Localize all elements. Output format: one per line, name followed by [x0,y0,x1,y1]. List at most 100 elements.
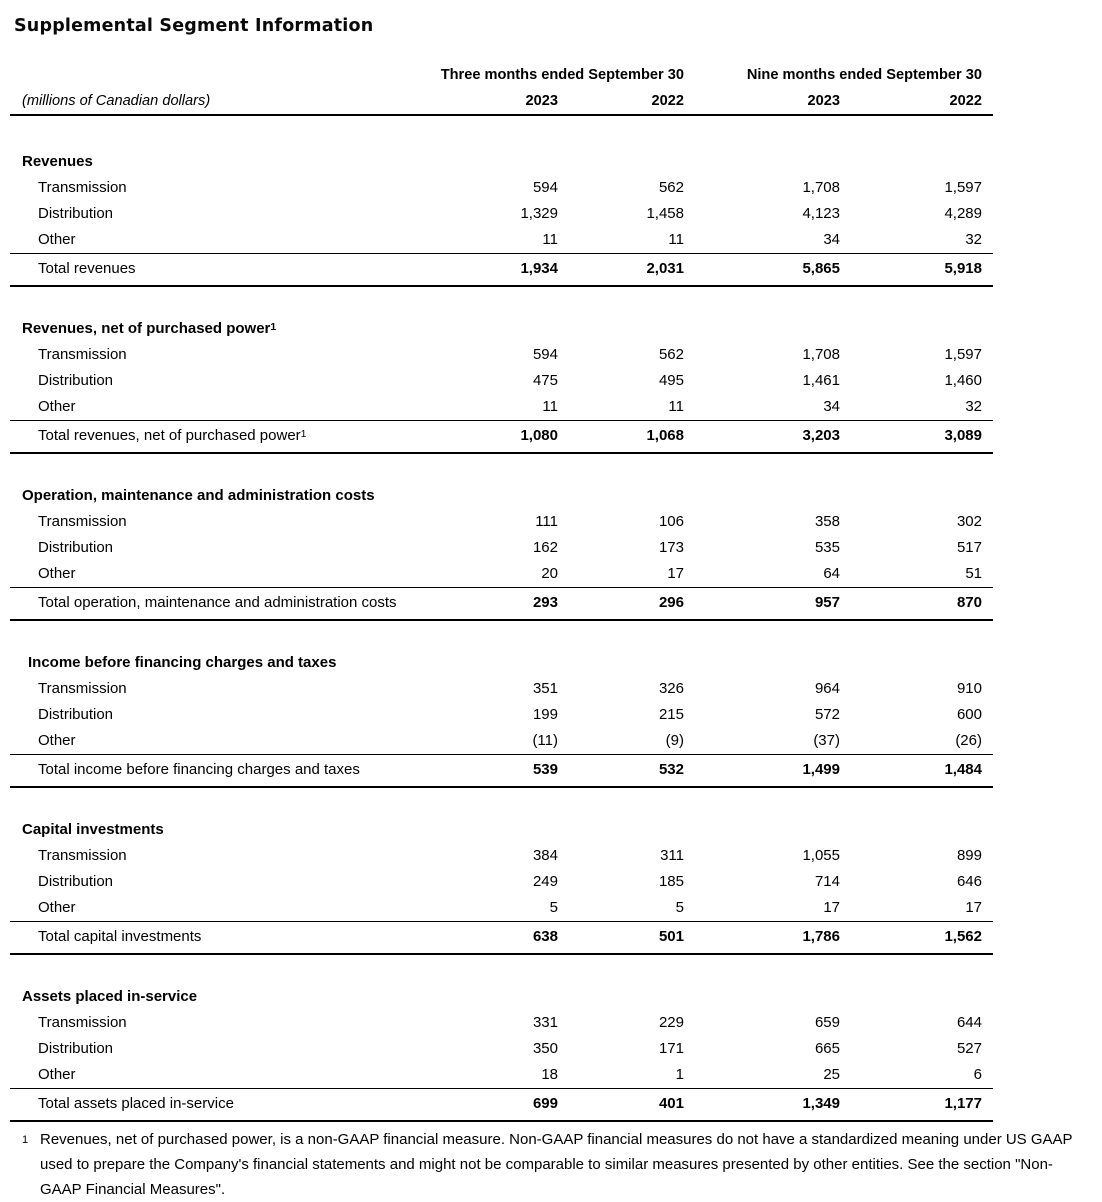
row-label: Distribution [38,205,114,222]
value-cell: 594 [532,346,558,363]
total-value-cell: 3,203 [802,427,840,444]
footnote-text: Revenues, net of purchased power, is a n… [40,1131,1073,1198]
total-value-cell: 5,865 [802,260,840,277]
row-label: Transmission [38,1014,127,1031]
value-cell: 475 [532,372,558,389]
value-cell: 527 [956,1040,982,1057]
total-value-cell: 5,918 [944,260,982,277]
value-cell: 11 [542,398,558,415]
total-value-cell: 1,499 [802,761,840,778]
row-label: Transmission [38,847,127,864]
value-cell: 34 [823,398,840,415]
table-row: Transmission 331 229 659 644 [10,1010,993,1036]
total-label: Total revenues, net of purchased power1 [38,427,307,444]
value-cell: 384 [532,847,558,864]
footnote-marker: 1 [22,1134,29,1146]
table-section: Income before financing charges and taxe… [10,649,993,788]
table-row: Distribution 1,329 1,458 4,123 4,289 [10,201,993,227]
value-cell: 18 [541,1066,558,1083]
table-section: Revenues Transmission 594 562 1,708 1,597 Dist… [10,148,993,287]
total-row: Total assets placed in-service 699 401 1,34… [10,1088,993,1122]
table-row: Other 11 11 34 32 [10,227,993,253]
value-cell: 302 [956,513,982,530]
value-cell: 1,597 [944,179,982,196]
value-cell: 162 [532,539,558,556]
footnote-reference: 1 [300,428,307,440]
row-label: Other [38,565,76,582]
section-heading: Revenues, net of purchased power1 [22,320,277,337]
value-cell: 171 [658,1040,684,1057]
value-cell: 659 [814,1014,840,1031]
row-label: Transmission [38,513,127,530]
section-heading: Operation, maintenance and administratio… [22,487,375,504]
row-label: Other [38,899,76,916]
table-row: Transmission 351 326 964 910 [10,676,993,702]
row-label: Distribution [38,873,114,890]
row-label: Transmission [38,179,127,196]
section-heading: Capital investments [22,821,164,838]
value-cell: 1,708 [802,346,840,363]
year-column-2023-q3: 2023 [525,93,558,109]
value-cell: 1,055 [802,847,840,864]
row-label: Distribution [38,706,114,723]
value-cell: 646 [956,873,982,890]
value-cell: 17 [823,899,840,916]
table-section: Operation, maintenance and administratio… [10,482,993,621]
table-row: Transmission 594 562 1,708 1,597 [10,175,993,201]
value-cell: 4,289 [944,205,982,222]
section-heading: Assets placed in-service [22,988,198,1005]
value-cell: 714 [814,873,840,890]
table-row: Distribution 162 173 535 517 [10,535,993,561]
row-label: Distribution [38,539,114,556]
value-cell: 351 [532,680,558,697]
table-row: Other 5 5 17 17 [10,895,993,921]
total-value-cell: 1,080 [520,427,558,444]
value-cell: (26) [955,732,982,749]
value-cell: 1,458 [646,205,684,222]
table-section: Capital investments Transmission 384 311 1,0… [10,816,993,955]
table-section: Revenues, net of purchased power1 Transmi… [10,315,993,454]
value-cell: 11 [542,231,558,248]
page-title: Supplemental Segment Information [14,16,374,36]
value-cell: 326 [658,680,684,697]
table-row: Distribution 199 215 572 600 [10,702,993,728]
value-cell: 64 [823,565,840,582]
footnote-reference: 1 [270,321,277,333]
value-cell: 964 [814,680,840,697]
table-section: Assets placed in-service Transmission 331 2… [10,983,993,1122]
value-cell: 535 [814,539,840,556]
total-value-cell: 293 [532,594,558,611]
value-cell: 32 [965,398,982,415]
value-cell: 1,460 [944,372,982,389]
total-value-cell: 870 [956,594,982,611]
total-value-cell: 1,177 [944,1095,982,1112]
row-label: Distribution [38,372,114,389]
table-row: Other 11 11 34 32 [10,394,993,420]
total-row: Total revenues 1,934 2,031 5,865 5,918 [10,253,993,287]
total-value-cell: 501 [658,928,684,945]
total-value-cell: 957 [814,594,840,611]
value-cell: 644 [956,1014,982,1031]
value-cell: 199 [532,706,558,723]
column-group-header-row: Three months ended September 30 Nine mon… [10,62,993,88]
value-cell: 665 [814,1040,840,1057]
value-cell: 215 [658,706,684,723]
value-cell: 910 [956,680,982,697]
total-value-cell: 1,934 [520,260,558,277]
value-cell: 4,123 [802,205,840,222]
unit-label: (millions of Canadian dollars) [22,93,211,109]
value-cell: 1,329 [520,205,558,222]
total-label: Total capital investments [38,928,202,945]
total-value-cell: 1,484 [944,761,982,778]
total-label: Total operation, maintenance and adminis… [38,594,397,611]
total-row: Total capital investments 638 501 1,786 1,56… [10,921,993,955]
value-cell: (37) [813,732,840,749]
value-cell: 20 [541,565,558,582]
total-row: Total revenues, net of purchased power1 1… [10,420,993,454]
value-cell: 572 [814,706,840,723]
table-row: Distribution 249 185 714 646 [10,869,993,895]
row-label: Other [38,398,76,415]
total-value-cell: 532 [658,761,684,778]
year-header-row: (millions of Canadian dollars) 2023 2022… [10,88,993,116]
